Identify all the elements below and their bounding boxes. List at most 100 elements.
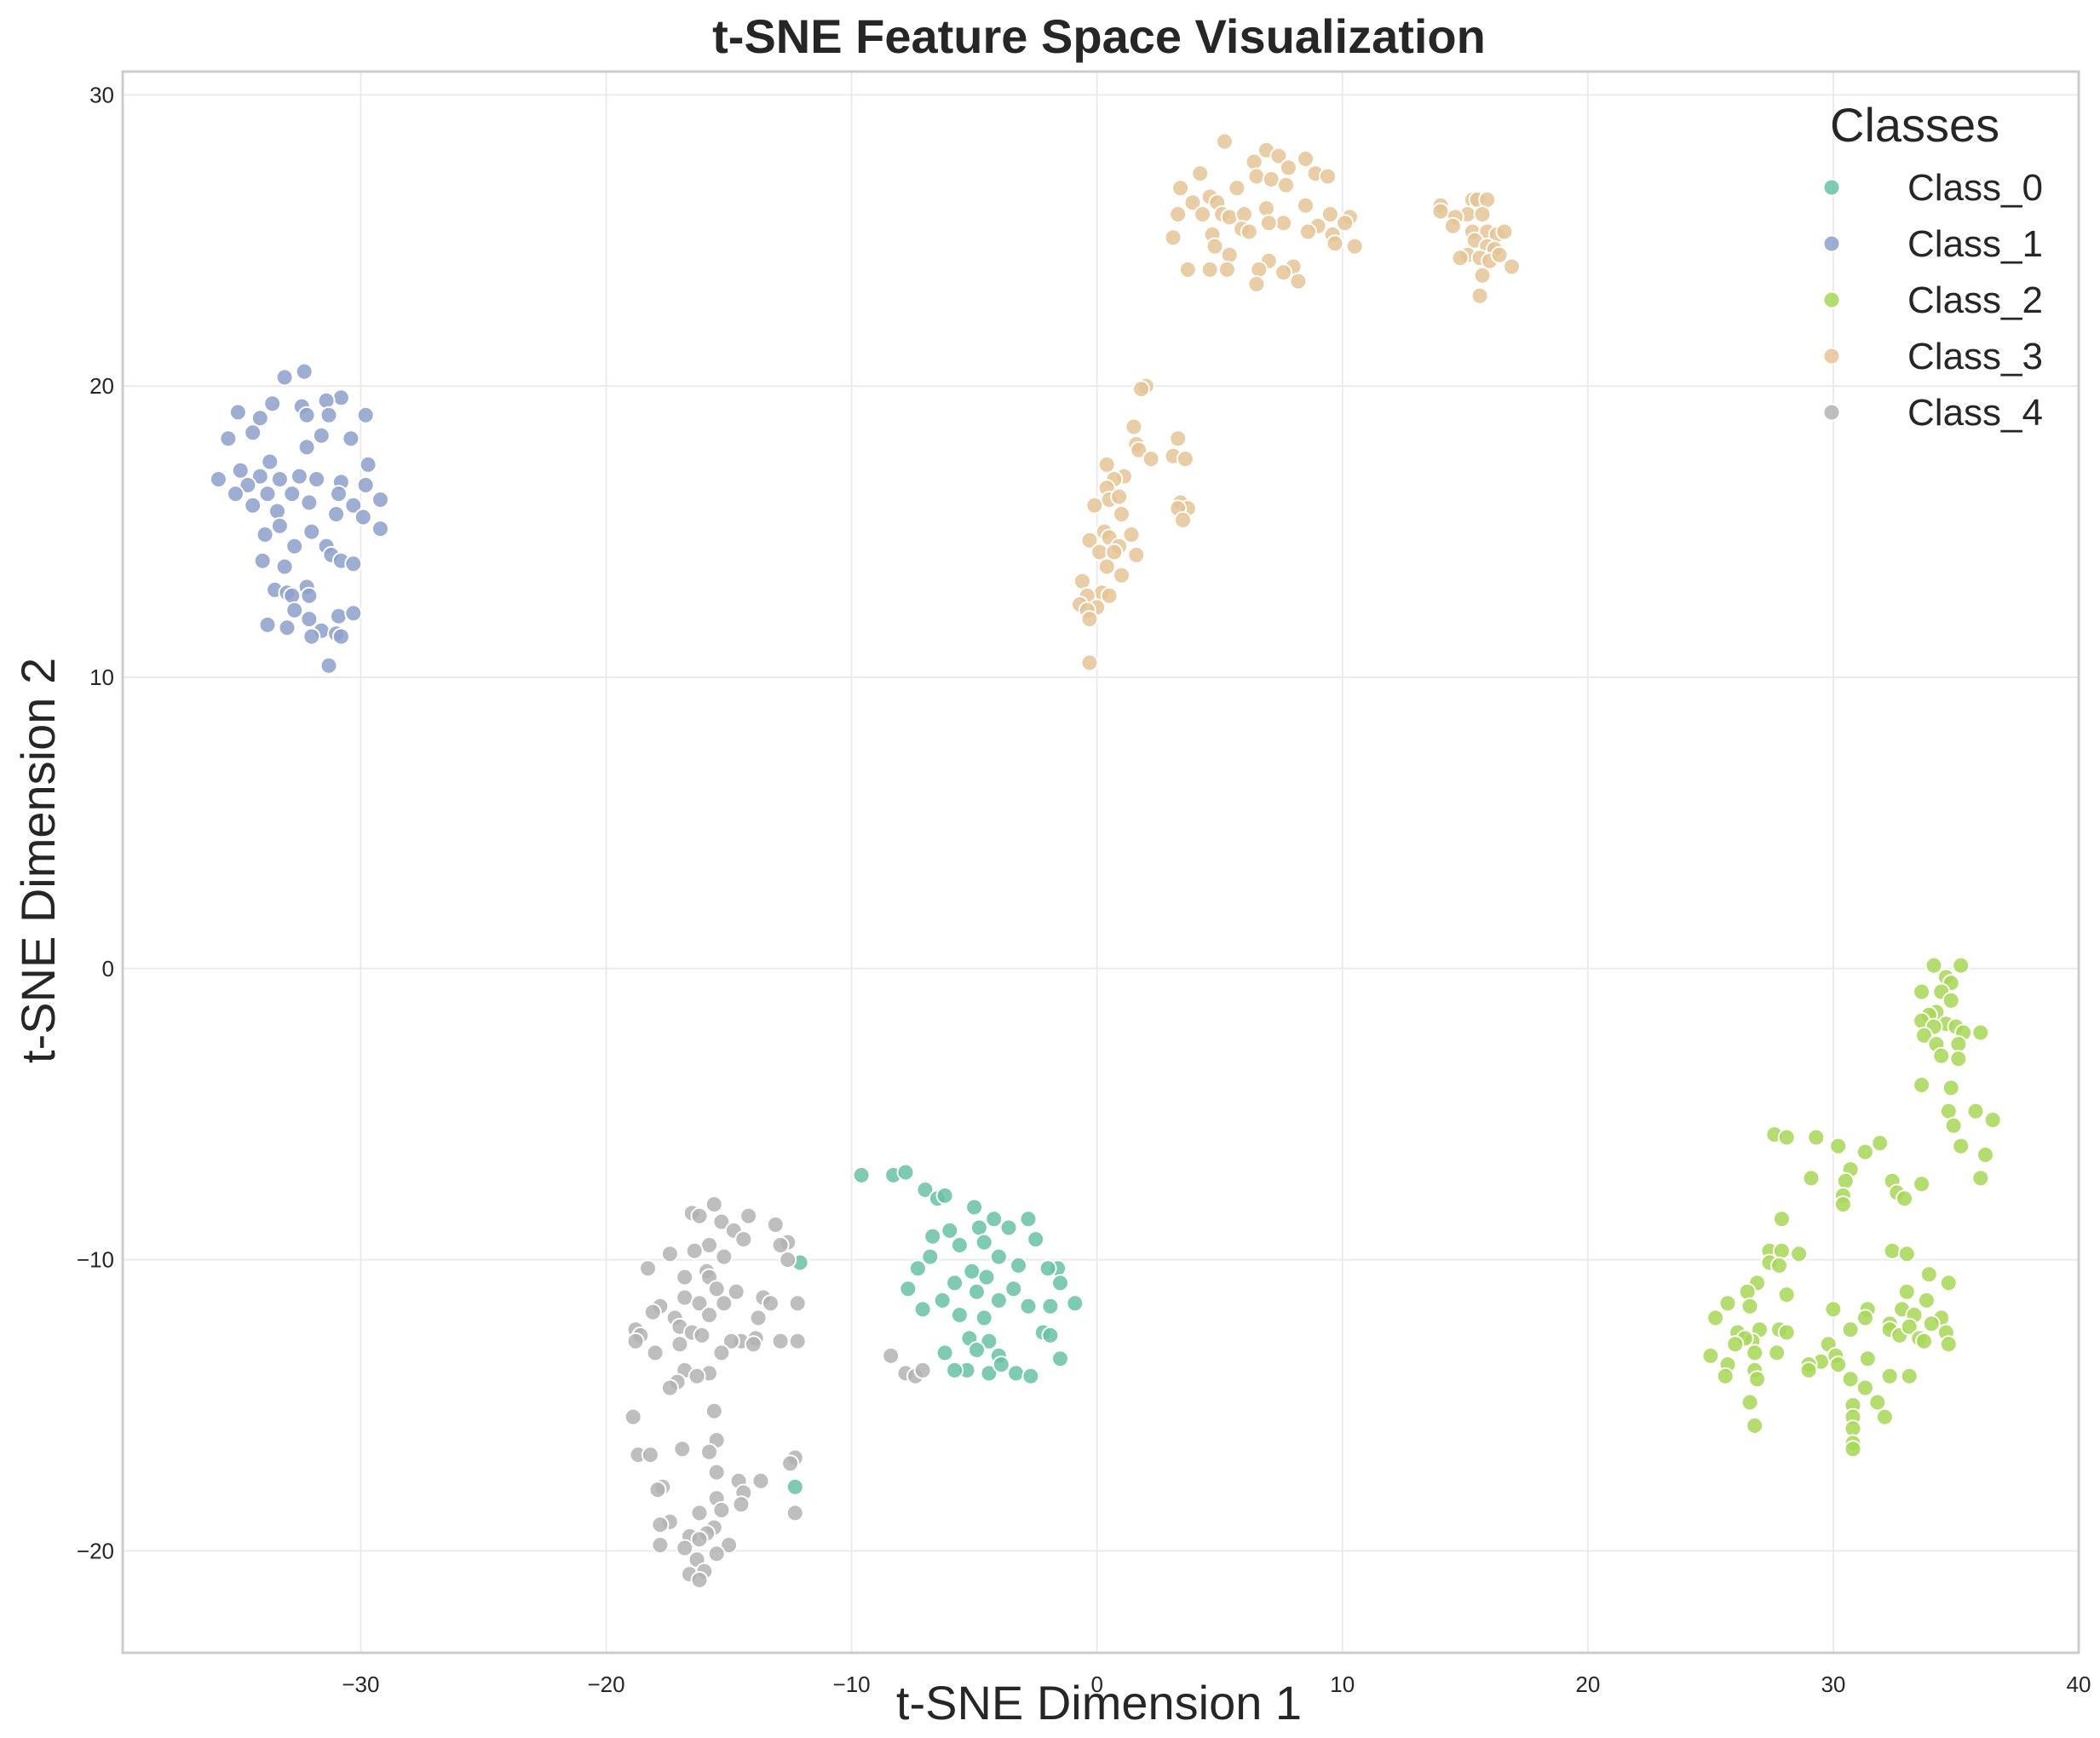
point-class-1: [285, 601, 304, 619]
point-class-3: [1297, 150, 1315, 168]
point-class-0: [999, 1218, 1018, 1237]
legend-marker: [1822, 178, 1841, 197]
point-class-3: [1174, 510, 1192, 529]
point-class-2: [1799, 1361, 1818, 1379]
point-class-3: [1194, 205, 1212, 223]
point-class-2: [1858, 1350, 1877, 1368]
point-class-3: [1326, 234, 1344, 253]
point-class-1: [244, 496, 262, 515]
point-class-0: [963, 1262, 981, 1280]
point-class-0: [1051, 1350, 1069, 1368]
point-class-0: [1021, 1367, 1040, 1385]
point-class-2: [1802, 1169, 1821, 1188]
point-class-4: [705, 1401, 723, 1420]
point-class-4: [785, 1504, 804, 1522]
point-class-2: [1942, 991, 1960, 1010]
point-class-1: [330, 607, 348, 625]
point-class-1: [300, 610, 319, 629]
point-class-4: [707, 1463, 726, 1482]
point-class-2: [1952, 1137, 1971, 1155]
point-class-4: [643, 1303, 662, 1321]
point-class-3: [1319, 167, 1337, 186]
point-class-3: [1269, 147, 1288, 165]
point-class-1: [344, 496, 363, 515]
point-class-2: [1716, 1367, 1735, 1385]
point-class-1: [331, 388, 350, 407]
point-class-4: [676, 1268, 694, 1286]
point-class-2: [1868, 1393, 1887, 1412]
x-tick-labels: −30 −20 −10 0 10 20 30 40: [342, 1672, 2091, 1697]
point-class-3: [1495, 222, 1514, 241]
point-class-4: [688, 1367, 706, 1385]
point-class-1: [283, 485, 302, 504]
point-class-2: [1836, 1171, 1855, 1190]
point-class-4: [732, 1495, 751, 1514]
point-class-3: [1132, 380, 1150, 399]
point-class-3: [1217, 260, 1236, 279]
point-class-2: [1939, 1335, 1958, 1354]
point-class-3: [1262, 170, 1280, 188]
point-class-0: [946, 1361, 964, 1379]
point-class-3: [1297, 196, 1315, 215]
point-class-3: [1298, 222, 1317, 241]
point-class-2: [1944, 1116, 1963, 1135]
point-class-3: [1080, 531, 1099, 550]
point-class-2: [1949, 1050, 1968, 1068]
point-class-1: [290, 467, 308, 486]
legend-label: Class_1: [1907, 223, 2043, 265]
point-class-4: [676, 1288, 694, 1307]
point-class-2: [1971, 1023, 1990, 1042]
point-class-3: [1191, 164, 1210, 183]
point-class-1: [263, 394, 282, 413]
point-class-1: [297, 406, 316, 424]
point-class-1: [354, 508, 372, 527]
legend-marker: [1822, 291, 1841, 309]
point-class-4: [690, 1294, 709, 1313]
point-class-0: [950, 1306, 969, 1324]
y-axis-label: t-SNE Dimension 2: [11, 658, 65, 1063]
point-class-0: [785, 1477, 804, 1496]
point-class-0: [923, 1227, 942, 1246]
point-class-2: [1942, 1079, 1960, 1097]
y-tick-label: −20: [77, 1538, 114, 1563]
point-class-4: [727, 1282, 745, 1301]
legend-title: Classes: [1830, 98, 1999, 152]
point-class-4: [690, 1530, 709, 1549]
point-class-2: [1925, 956, 1943, 975]
point-class-4: [739, 1206, 758, 1225]
point-class-4: [641, 1446, 659, 1465]
point-class-0: [852, 1165, 871, 1184]
point-class-3: [1245, 153, 1263, 171]
point-class-3: [1100, 586, 1119, 605]
point-class-3: [1125, 417, 1143, 436]
point-class-3: [1183, 193, 1202, 212]
point-class-1: [308, 470, 326, 488]
point-class-4: [707, 1280, 726, 1298]
point-class-3: [1200, 260, 1219, 279]
point-class-1: [330, 485, 348, 504]
point-class-4: [639, 1259, 657, 1278]
grid: [123, 72, 2080, 1653]
point-class-1: [209, 470, 227, 488]
x-tick-label: 10: [1330, 1672, 1355, 1697]
point-class-4: [751, 1471, 770, 1490]
point-class-4: [660, 1378, 679, 1397]
point-class-1: [228, 403, 247, 422]
point-class-4: [660, 1245, 679, 1263]
legend-marker: [1822, 403, 1841, 422]
point-class-4: [693, 1326, 711, 1344]
point-class-0: [1038, 1259, 1057, 1278]
point-class-4: [766, 1216, 785, 1234]
point-class-1: [285, 537, 304, 555]
y-tick-label: −10: [77, 1247, 114, 1273]
point-class-4: [788, 1294, 807, 1313]
point-class-1: [302, 522, 321, 541]
point-class-2: [1777, 1323, 1796, 1342]
y-tick-label: 20: [89, 373, 114, 399]
point-class-2: [1900, 1317, 1919, 1336]
point-class-0: [985, 1210, 1004, 1229]
point-class-1: [261, 452, 279, 471]
legend-label: Class_2: [1907, 279, 2043, 321]
